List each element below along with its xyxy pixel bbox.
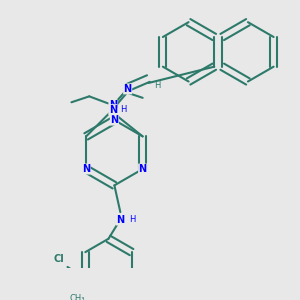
Text: N: N [109,100,117,110]
Text: Cl: Cl [54,254,64,264]
Text: N: N [109,105,117,115]
Text: N: N [124,84,132,94]
Text: H: H [154,82,161,91]
Text: H: H [129,215,136,224]
Text: N: N [82,164,90,174]
Text: N: N [139,164,147,174]
Text: CH₃: CH₃ [69,294,85,300]
Text: N: N [116,215,124,225]
Text: H: H [120,105,127,114]
Text: N: N [110,115,118,125]
